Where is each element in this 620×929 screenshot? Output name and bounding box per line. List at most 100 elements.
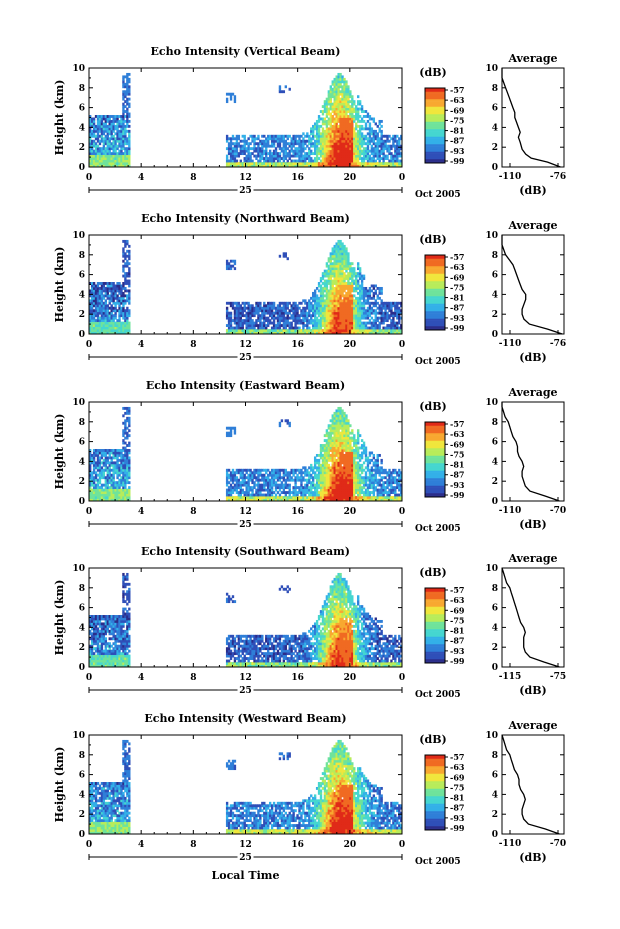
heatmap-cell <box>104 124 108 128</box>
heatmap-cell <box>265 139 268 143</box>
heatmap-cell <box>89 331 92 335</box>
heatmap-cell <box>343 319 346 323</box>
heatmap-cell <box>362 115 366 118</box>
heatmap-cell <box>239 483 242 487</box>
heatmap-cell <box>372 319 376 323</box>
heatmap-cell <box>92 152 96 156</box>
heatmap-cell <box>362 306 366 310</box>
heatmap-cell <box>225 306 229 310</box>
heatmap-cell <box>265 149 268 153</box>
heatmap-cell <box>335 142 338 146</box>
heatmap-cell <box>243 496 246 499</box>
heatmap-cell <box>310 319 313 323</box>
heatmap-cell <box>94 159 98 163</box>
heatmap-cell <box>120 329 123 332</box>
heatmap-cell <box>323 311 327 315</box>
heatmap-cell <box>106 147 109 151</box>
heatmap-cell <box>102 316 106 320</box>
heatmap-cell <box>100 466 104 470</box>
heatmap-cell <box>288 324 291 327</box>
heatmap-cell <box>337 117 340 121</box>
heatmap-cell <box>100 139 104 143</box>
colorbar-segment <box>425 324 445 327</box>
heatmap-cell <box>128 97 131 101</box>
heatmap-cell <box>276 164 280 168</box>
heatmap-cell <box>120 289 123 293</box>
heatmap-cell <box>378 137 381 141</box>
heatmap-cell <box>333 269 336 273</box>
heatmap-cell <box>128 309 131 313</box>
heatmap-cell <box>106 319 109 323</box>
heatmap-cell <box>114 117 117 121</box>
heatmap-cell <box>118 316 121 320</box>
heatmap-cell <box>114 466 117 470</box>
heatmap-cell <box>376 326 379 330</box>
heatmap-cell <box>329 282 332 285</box>
heatmap-cell <box>245 147 248 151</box>
heatmap-cell <box>247 473 250 477</box>
day-label-bg <box>237 351 254 361</box>
heatmap-cell <box>370 152 374 156</box>
heatmap-cell <box>358 107 362 111</box>
heatmap-cell <box>110 284 113 288</box>
heatmap-cell <box>267 137 270 141</box>
heatmap-cell <box>313 304 317 308</box>
heatmap-cell <box>308 139 311 143</box>
heatmap-cell <box>364 134 368 138</box>
heatmap-cell <box>317 162 321 165</box>
heatmap-cell <box>360 321 364 325</box>
heatmap-cell <box>308 488 311 492</box>
heatmap-cell <box>118 478 121 482</box>
heatmap-cell <box>231 304 235 308</box>
heatmap-cell <box>343 296 346 300</box>
heatmap-cell <box>243 137 246 141</box>
heatmap-cell <box>120 306 123 310</box>
heatmap-cell <box>124 129 127 133</box>
heatmap-cell <box>317 152 321 156</box>
heatmap-cell <box>235 471 239 475</box>
heatmap-cell <box>319 279 323 283</box>
heatmap-cell <box>327 147 331 151</box>
heatmap-cell <box>243 309 246 313</box>
heatmap-cell <box>300 152 303 156</box>
heatmap-cell <box>388 301 391 305</box>
heatmap-cell <box>128 424 131 428</box>
heatmap-cell <box>370 147 374 151</box>
heatmap-cell <box>229 486 233 490</box>
heatmap-cell <box>120 496 123 499</box>
heatmap-cell <box>128 441 131 445</box>
heatmap-cell <box>89 127 92 131</box>
chart-title: Echo Intensity (Eastward Beam) <box>146 379 345 392</box>
heatmap-cell <box>124 486 127 490</box>
heatmap-cell <box>128 406 131 410</box>
heatmap-cell <box>345 117 348 121</box>
heatmap-cell <box>278 471 282 475</box>
heatmap-cell <box>304 316 307 320</box>
heatmap-cell <box>118 119 121 123</box>
heatmap-cell <box>292 311 295 315</box>
x-tick-label: 0 <box>86 340 92 350</box>
heatmap-cell <box>94 498 98 502</box>
heatmap-cell <box>341 142 344 146</box>
heatmap-cell <box>102 491 106 494</box>
heatmap-cell <box>345 331 348 335</box>
heatmap-cell <box>128 249 131 253</box>
heatmap-cell <box>251 309 254 313</box>
heatmap-cell <box>94 304 98 308</box>
heatmap-cell <box>263 483 266 487</box>
heatmap-cell <box>325 296 329 300</box>
heatmap-cell <box>327 95 331 99</box>
heatmap-cell <box>128 282 131 285</box>
heatmap-cell <box>282 149 286 153</box>
heatmap-cell <box>263 301 266 305</box>
heatmap-cell <box>126 259 129 263</box>
heatmap-cell <box>353 289 356 293</box>
heatmap-cell <box>355 314 358 318</box>
heatmap-cell <box>251 493 254 497</box>
heatmap-cell <box>112 284 115 288</box>
heatmap-cell <box>106 498 109 502</box>
heatmap-cell <box>89 498 92 502</box>
heatmap-cell <box>110 496 113 499</box>
heatmap-cell <box>282 326 286 330</box>
heatmap-cell <box>122 137 125 141</box>
